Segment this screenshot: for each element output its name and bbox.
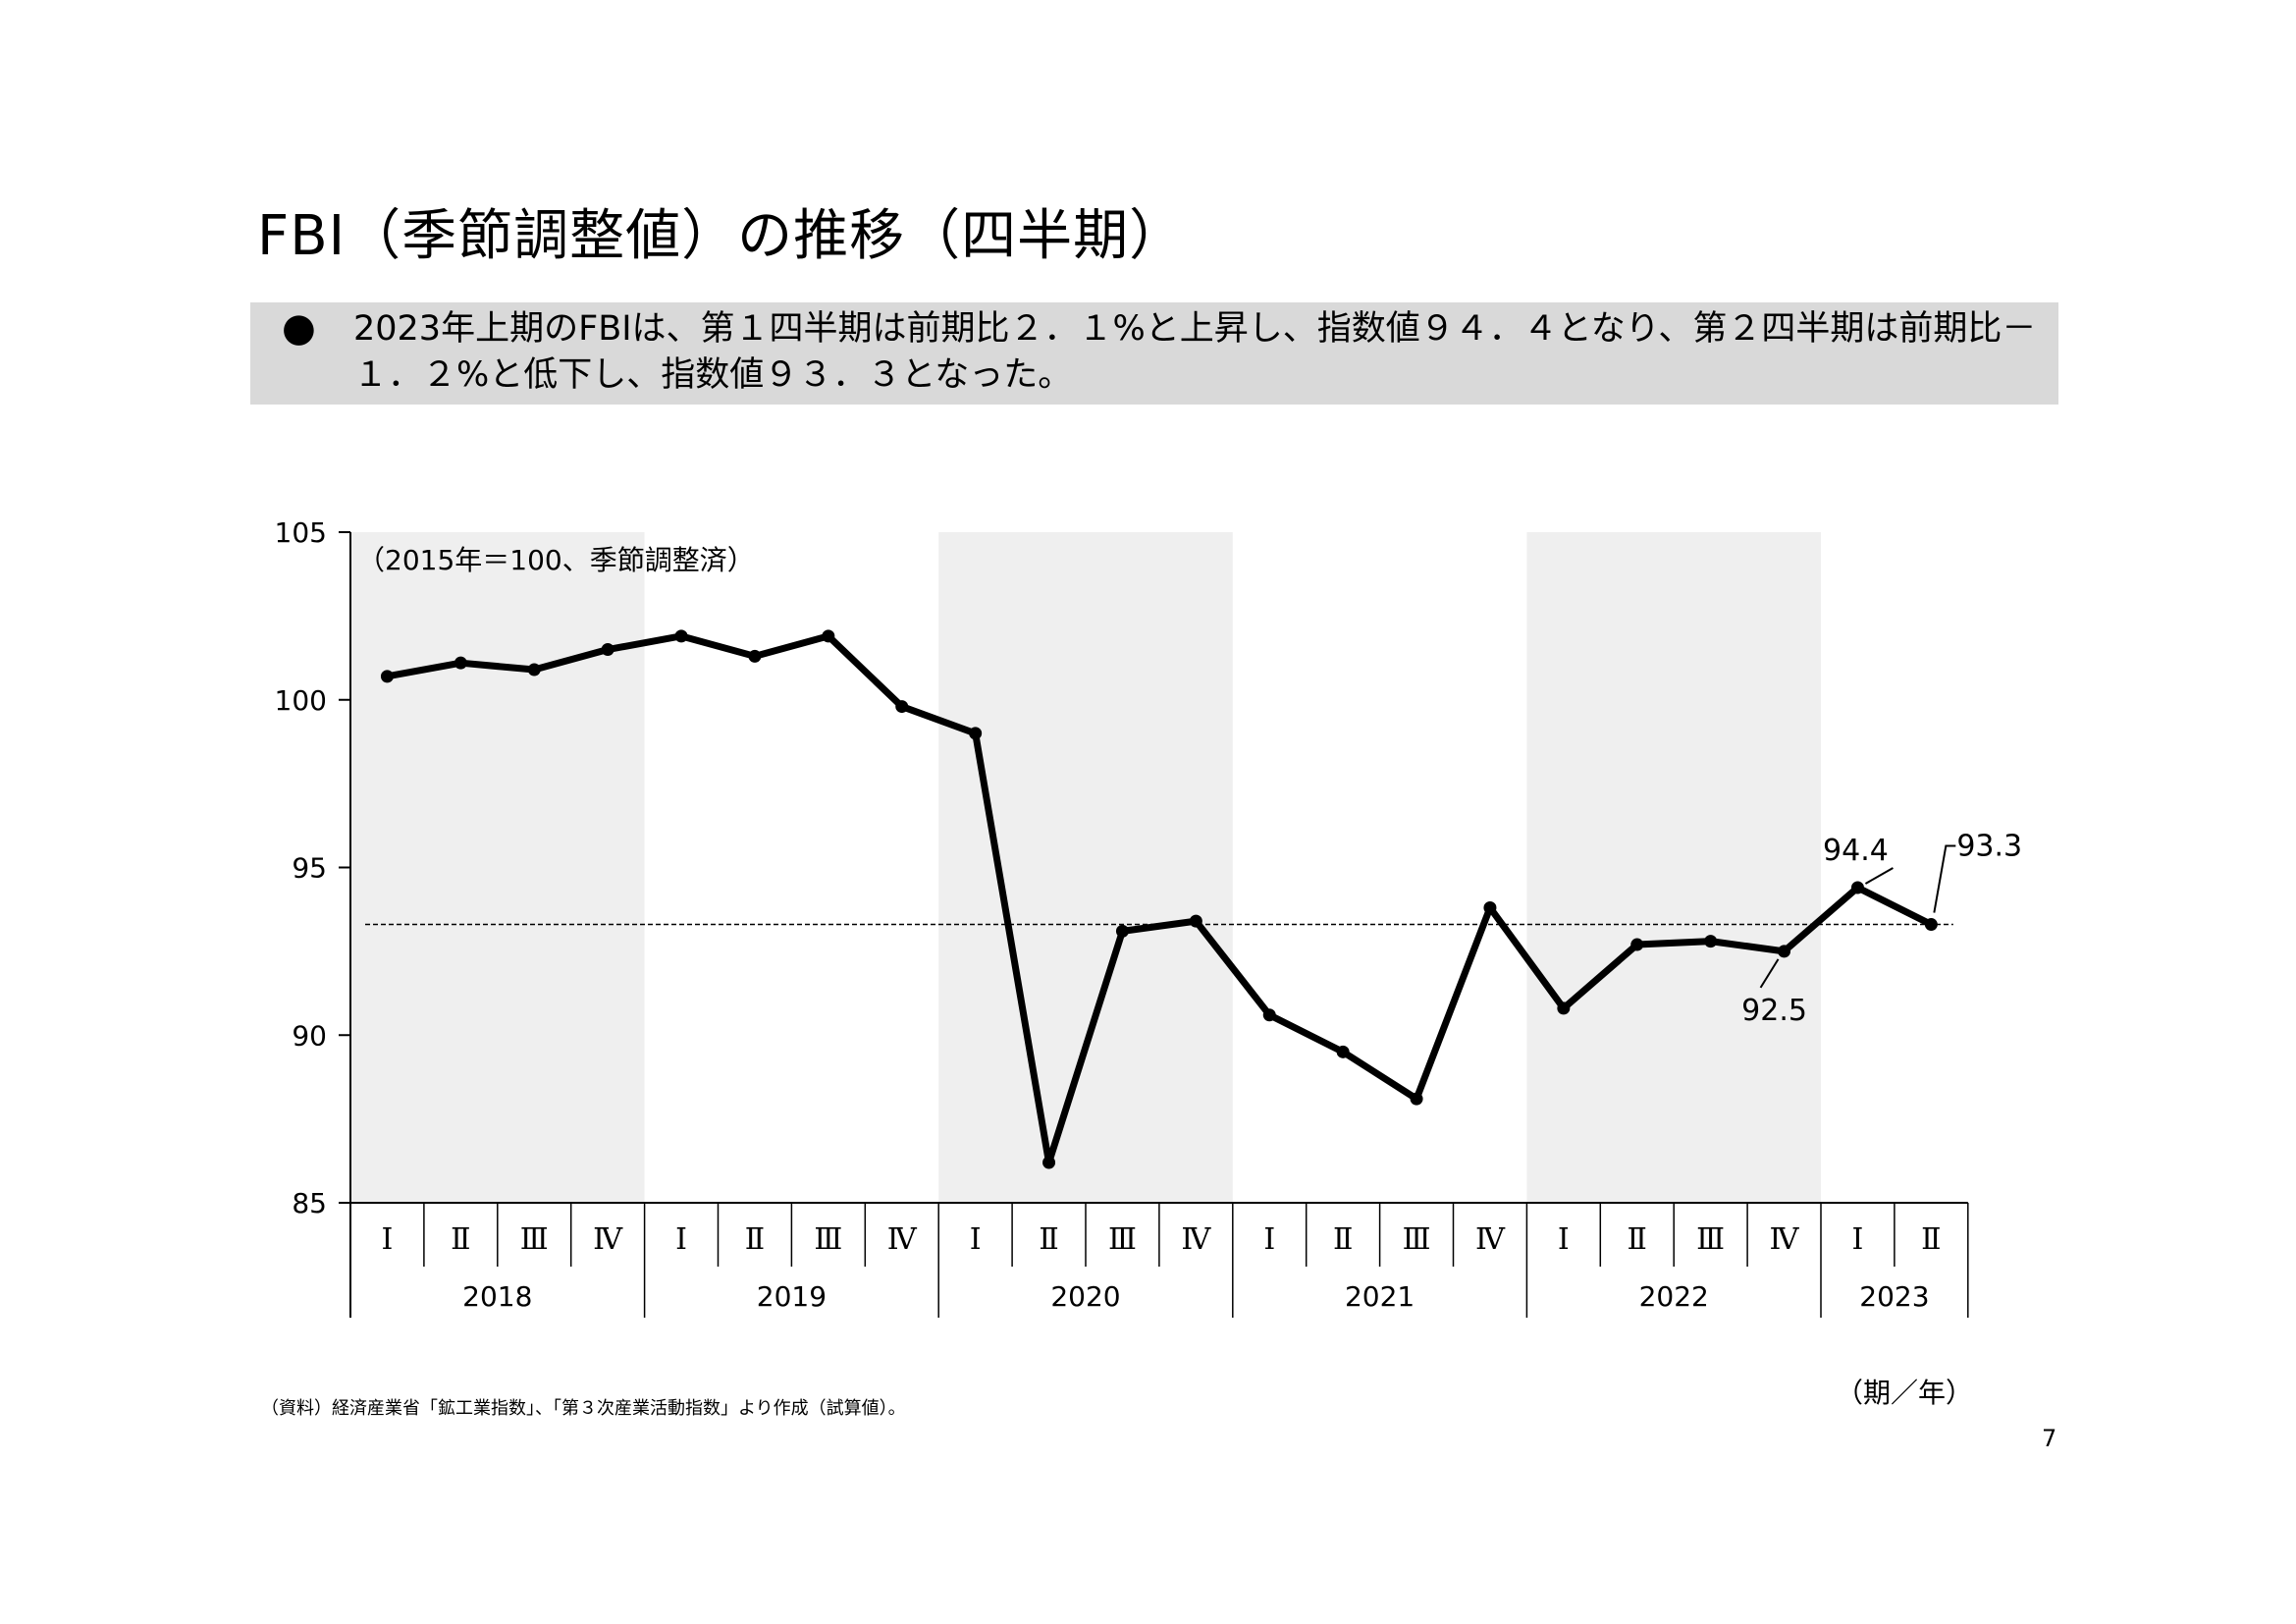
quarter-label: Ⅲ: [1696, 1222, 1725, 1257]
data-label: 92.5: [1741, 994, 1807, 1028]
year-shade-2022: [1526, 532, 1821, 1203]
data-point: [380, 670, 394, 683]
data-point: [1483, 900, 1497, 914]
quarter-label: Ⅳ: [593, 1222, 623, 1257]
quarter-label: Ⅱ: [745, 1222, 765, 1257]
quarter-label: Ⅳ: [1475, 1222, 1506, 1257]
data-point: [454, 656, 467, 670]
year-label-2022: 2022: [1639, 1280, 1709, 1313]
quarter-label: Ⅲ: [814, 1222, 842, 1257]
quarter-label: Ⅱ: [1628, 1222, 1647, 1257]
series-line-group: [383, 632, 1935, 1166]
year-label-2018: 2018: [462, 1280, 532, 1313]
year-shade-2018: [350, 532, 645, 1203]
quarter-label: Ⅳ: [887, 1222, 918, 1257]
data-point: [1557, 1001, 1571, 1015]
quarter-label: Ⅰ: [970, 1222, 982, 1257]
data-point: [1924, 918, 1938, 932]
quarter-label: Ⅳ: [1181, 1222, 1211, 1257]
quarter-label: Ⅰ: [1558, 1222, 1570, 1257]
year-label-2019: 2019: [757, 1280, 827, 1313]
data-point: [1115, 924, 1129, 938]
data-point: [1262, 1008, 1276, 1022]
data-point: [1704, 935, 1718, 948]
y-tick-label-85: 85: [292, 1187, 327, 1219]
y-tick-label-95: 95: [292, 852, 327, 885]
page-title: FBI（季節調整値）の推移（四半期）: [257, 204, 1186, 268]
data-label-leader: [1864, 867, 1894, 885]
y-tick-label-100: 100: [275, 684, 327, 717]
y-tick-label-90: 90: [292, 1019, 327, 1052]
quarter-label: Ⅰ: [675, 1222, 687, 1257]
year-label-2023: 2023: [1859, 1280, 1929, 1313]
data-point: [969, 727, 983, 740]
filled-circle-bullet-icon: ●: [282, 305, 316, 351]
quarter-label: Ⅰ: [1852, 1222, 1864, 1257]
data-point: [1778, 945, 1791, 958]
source-note: （資料）経済産業省「鉱工業指数」、「第３次産業活動指数」より作成（試算値）。: [261, 1398, 906, 1419]
summary-box: ● 2023年上期のFBIは、第１四半期は前期比２．１%と上昇し、指数値９４．４…: [250, 302, 2058, 405]
data-point: [1336, 1045, 1350, 1058]
data-point: [601, 643, 614, 657]
axes-group: 2018 2019 2020 2021 2022 2023 85 90 95 100 105 Ⅰ Ⅱ Ⅲ Ⅳ…: [275, 516, 1969, 1318]
quarter-label: Ⅲ: [1403, 1222, 1431, 1257]
data-label-leader: [1933, 844, 1956, 913]
quarter-label: Ⅳ: [1770, 1222, 1800, 1257]
labels-group: （2015年＝100、季節調整済） 92.5 94.4 93.3: [357, 544, 2022, 1028]
unit-note: （2015年＝100、季節調整済）: [357, 544, 755, 576]
data-label: 94.4: [1823, 834, 1889, 868]
quarter-label: Ⅰ: [1263, 1222, 1275, 1257]
quarter-label: Ⅱ: [1333, 1222, 1353, 1257]
quarter-label: Ⅱ: [1921, 1222, 1941, 1257]
quarter-label: Ⅱ: [451, 1222, 470, 1257]
year-label-2020: 2020: [1050, 1280, 1120, 1313]
data-points-group: [380, 629, 1938, 1169]
quarter-label: Ⅱ: [1039, 1222, 1058, 1257]
data-point: [527, 663, 541, 677]
year-shade-2020: [938, 532, 1233, 1203]
data-point: [674, 629, 688, 643]
quarter-label: Ⅰ: [382, 1222, 394, 1257]
y-tick-label-105: 105: [275, 516, 327, 549]
data-point: [1630, 938, 1644, 951]
quarter-label: Ⅲ: [520, 1222, 549, 1257]
page-number: 7: [2042, 1425, 2057, 1452]
data-point: [822, 629, 835, 643]
year-shading-group: [350, 532, 1821, 1203]
data-label: 93.3: [1956, 830, 2022, 864]
data-point: [1410, 1092, 1423, 1106]
data-point: [1189, 914, 1202, 928]
data-label-leader: [1759, 958, 1780, 989]
year-label-2021: 2021: [1345, 1280, 1415, 1313]
quarter-label: Ⅲ: [1108, 1222, 1137, 1257]
data-point: [1850, 881, 1864, 894]
data-point: [895, 700, 909, 714]
axis-unit-label: （期／年）: [1836, 1377, 1974, 1409]
data-point: [1042, 1156, 1056, 1169]
summary-text: 2023年上期のFBIは、第１四半期は前期比２．１%と上昇し、指数値９４．４とな…: [353, 309, 2037, 395]
data-point: [748, 649, 762, 663]
fbi-series-line: [383, 632, 1935, 1166]
